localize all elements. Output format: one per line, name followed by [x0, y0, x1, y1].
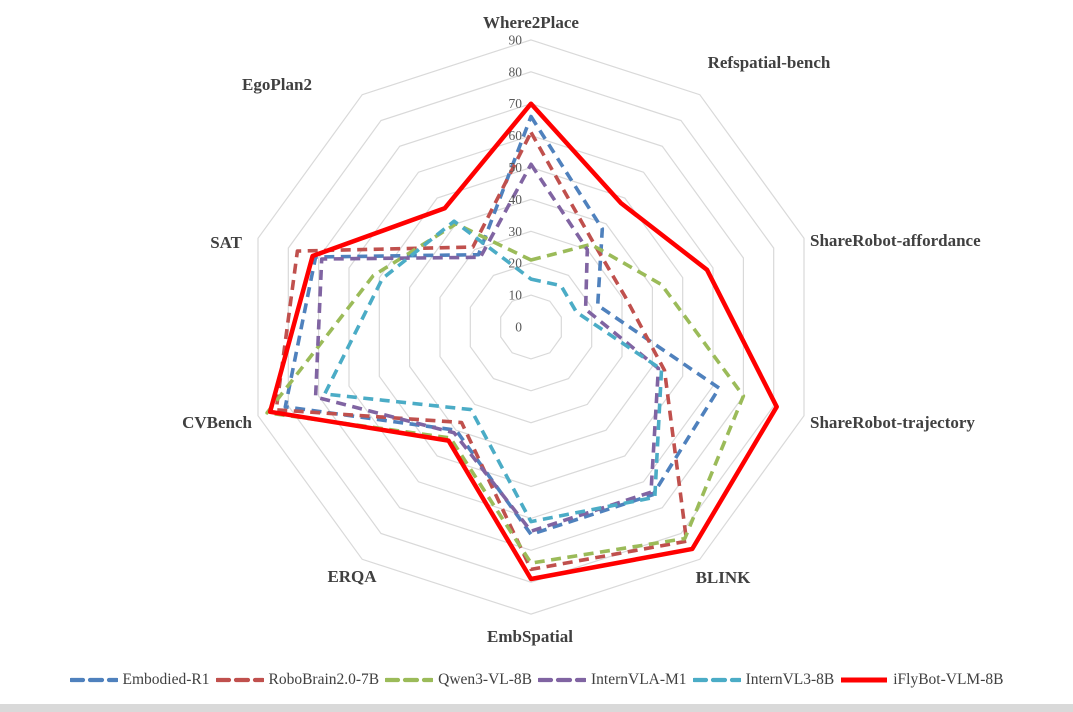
chart-legend: Embodied-R1 RoboBrain2.0-7B Qwen3-VL-8B Int… [0, 664, 1073, 696]
axis-label-ShareRobot-trajectory: ShareRobot-trajectory [810, 413, 975, 432]
grid-ring-80 [287, 71, 775, 583]
legend-label-InternVLA-M1: InternVLA-M1 [591, 671, 687, 688]
grid-ring-90 [257, 39, 805, 615]
axis-label-EmbSpatial: EmbSpatial [487, 627, 573, 646]
radial-tick-50: 50 [509, 160, 523, 175]
legend-label-iFlyBot-VLM-8B: iFlyBot-VLM-8B [893, 671, 1004, 688]
legend-line-sample-Qwen3-VL-8B [385, 677, 434, 683]
radial-tick-0: 0 [515, 320, 522, 335]
radial-tick-80: 80 [509, 64, 523, 79]
radial-tick-30: 30 [509, 224, 523, 239]
legend-line-sample-InternVL3-8B [692, 677, 741, 683]
axis-label-Where2Place: Where2Place [483, 13, 579, 32]
radial-tick-10: 10 [509, 288, 523, 303]
legend-line-sample-RoboBrain2.0-7B [215, 677, 264, 683]
series-line-RoboBrain2.0-7B [274, 130, 689, 572]
axis-label-ShareRobot-affordance: ShareRobot-affordance [810, 231, 981, 250]
grid-ring-50 [378, 166, 684, 488]
legend-label-Qwen3-VL-8B: Qwen3-VL-8B [438, 671, 532, 688]
axis-label-EgoPlan2: EgoPlan2 [242, 75, 312, 94]
series-line-Embodied-R1 [283, 114, 721, 537]
legend-item-RoboBrain2.0-7B: RoboBrain2.0-7B [215, 671, 380, 689]
legend-item-iFlyBot-VLM-8B: iFlyBot-VLM-8B [840, 671, 1003, 689]
radial-tick-70: 70 [509, 96, 523, 111]
series-line-iFlyBot-VLM-8B [267, 101, 779, 582]
series-line-InternVL3-8B [322, 219, 664, 524]
legend-item-InternVL3-8B: InternVL3-8B [692, 671, 835, 689]
legend-label-InternVL3-8B: InternVL3-8B [745, 671, 835, 688]
radial-tick-60: 60 [509, 128, 523, 143]
grid-ring-70 [318, 103, 745, 551]
axis-label-Refspatial-bench: Refspatial-bench [708, 53, 831, 72]
legend-item-InternVLA-M1: InternVLA-M1 [538, 671, 687, 689]
legend-line-sample-iFlyBot-VLM-8B [841, 677, 888, 683]
grid-ring-20 [469, 262, 593, 392]
axis-label-CVBench: CVBench [182, 413, 252, 432]
axis-label-SAT: SAT [210, 233, 242, 252]
bottom-gray-strip [0, 704, 1073, 712]
legend-line-sample-Embodied-R1 [69, 677, 118, 683]
grid-ring-10 [500, 294, 562, 360]
grid-ring-30 [439, 230, 623, 424]
legend-line-sample-InternVLA-M1 [538, 677, 586, 683]
axis-label-ERQA: ERQA [327, 567, 377, 586]
series-line-InternVLA-M1 [313, 162, 661, 534]
legend-item-Embodied-R1: Embodied-R1 [69, 671, 210, 689]
radial-tick-20: 20 [509, 256, 523, 271]
radial-tick-40: 40 [509, 192, 523, 207]
legend-label-RoboBrain2.0-7B: RoboBrain2.0-7B [268, 671, 380, 688]
radial-tick-90: 90 [509, 32, 523, 47]
axis-label-BLINK: BLINK [696, 568, 752, 587]
legend-item-Qwen3-VL-8B: Qwen3-VL-8B [385, 671, 532, 689]
legend-label-Embodied-R1: Embodied-R1 [122, 671, 210, 688]
grid-ring-40 [409, 198, 654, 456]
